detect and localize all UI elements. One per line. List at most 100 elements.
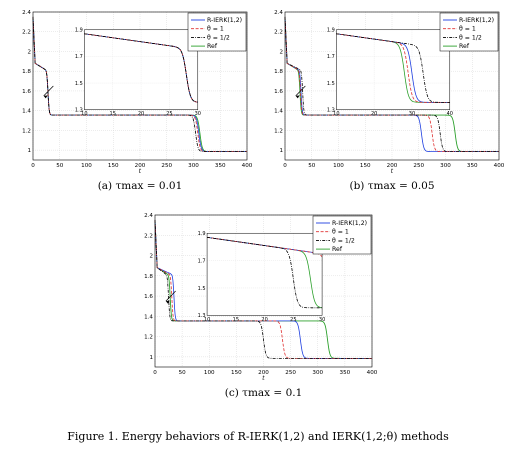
inset-x-tick: 30 <box>195 111 201 117</box>
inset-y-tick: 1.3 <box>198 313 206 319</box>
series-line-2 <box>284 16 499 153</box>
legend-label: θ = 1 <box>207 26 224 33</box>
x-axis-label: t <box>262 375 265 382</box>
inset-series-2 <box>84 33 198 103</box>
y-tick-label: 1 <box>27 148 31 154</box>
zoom-arrow <box>295 85 306 97</box>
y-tick-label: 1.6 <box>144 294 153 300</box>
panel-caption: (b) τmax = 0.05 <box>349 180 434 192</box>
inset-x-tick: 40 <box>447 111 453 117</box>
zoom-arrow <box>165 290 176 302</box>
x-tick-label: 250 <box>413 163 424 169</box>
inset-y-tick: 1.9 <box>198 231 206 237</box>
x-tick-label: 50 <box>179 370 187 376</box>
inset-y-tick: 1.3 <box>75 107 83 113</box>
x-tick-label: 400 <box>494 163 505 169</box>
legend: R-IERK(1,2) θ = 1θ = 1/2 Ref <box>439 12 499 52</box>
inset-y-tick: 1.5 <box>198 286 206 292</box>
y-tick-label: 2.4 <box>22 10 31 16</box>
x-tick-label: 100 <box>204 370 215 376</box>
x-tick-label: 400 <box>367 370 378 376</box>
y-tick-label: 1.8 <box>144 274 153 280</box>
inset-y-tick: 1.7 <box>327 54 335 60</box>
x-tick-label: 150 <box>231 370 242 376</box>
inset-x-tick: 10 <box>81 111 87 117</box>
x-tick-label: 150 <box>360 163 371 169</box>
inset-x-tick: 15 <box>233 317 239 323</box>
y-tick-label: 2 <box>27 49 31 55</box>
y-tick-label: 1 <box>149 355 153 361</box>
x-tick-label: 100 <box>81 163 92 169</box>
y-tick-label: 2.2 <box>144 233 153 239</box>
chart-panel-0: 0 50 100 150 200 250 300 350 400 1 1.2 1.4 1.6 1.8 2 2.… <box>22 10 253 192</box>
inset-x-tick: 20 <box>261 317 267 323</box>
x-axis-label: t <box>391 168 394 175</box>
inset-y-tick: 1.7 <box>198 258 206 264</box>
y-tick-label: 1.2 <box>22 128 31 134</box>
x-tick-label: 300 <box>312 370 323 376</box>
x-tick-label: 350 <box>467 163 478 169</box>
inset-x-tick: 15 <box>110 111 116 117</box>
legend-label: R-IERK(1,2) <box>207 17 242 24</box>
legend-label: Ref <box>207 43 218 50</box>
inset-frame <box>206 232 323 316</box>
y-tick-label: 1.2 <box>144 335 153 341</box>
x-tick-label: 0 <box>153 370 157 376</box>
x-tick-label: 200 <box>387 163 398 169</box>
zoom-arrow-head <box>43 95 48 99</box>
inset-y-tick: 1.5 <box>75 81 83 87</box>
inset-x-tick: 20 <box>371 111 377 117</box>
y-tick-label: 2 <box>279 49 283 55</box>
zoom-arrow <box>43 85 54 97</box>
x-tick-label: 50 <box>56 163 64 169</box>
legend-label: θ = 1 <box>332 229 349 236</box>
x-tick-label: 250 <box>161 163 172 169</box>
x-tick-label: 300 <box>440 163 451 169</box>
inset-x-tick: 30 <box>319 317 325 323</box>
x-tick-label: 300 <box>188 163 199 169</box>
legend-label: R-IERK(1,2) <box>332 220 367 227</box>
legend-label: θ = 1/2 <box>459 34 482 41</box>
figure-caption: Figure 1. Energy behaviors of R-IERK(1,2… <box>67 430 449 443</box>
y-tick-label: 1.4 <box>22 109 31 115</box>
x-tick-label: 250 <box>285 370 296 376</box>
zoom-arrow-head <box>295 95 300 99</box>
y-tick-label: 1.2 <box>274 128 283 134</box>
panel-caption: (a) τmax = 0.01 <box>98 180 183 192</box>
x-tick-label: 400 <box>242 163 253 169</box>
y-tick-label: 1.8 <box>22 69 31 75</box>
chart-panel-2: 0 50 100 150 200 250 300 350 400 1 1.2 1.4 1.6 1.8 2 2.… <box>144 213 378 399</box>
x-tick-label: 50 <box>308 163 316 169</box>
x-axis-label: t <box>139 168 142 175</box>
inset-x-tick: 25 <box>290 317 296 323</box>
series-line-2 <box>32 16 247 153</box>
y-tick-label: 1 <box>279 148 283 154</box>
inset-y-tick: 1.9 <box>327 28 335 34</box>
y-tick-label: 2.2 <box>22 30 31 36</box>
x-tick-label: 0 <box>283 163 287 169</box>
y-tick-label: 2 <box>149 254 153 260</box>
y-tick-label: 1.8 <box>274 69 283 75</box>
legend: R-IERK(1,2) θ = 1θ = 1/2 Ref <box>312 215 372 255</box>
x-tick-label: 200 <box>258 370 269 376</box>
inset-frame <box>336 29 451 110</box>
axes-frame <box>154 214 373 368</box>
inset-x-tick: 10 <box>204 317 210 323</box>
y-tick-label: 1.4 <box>144 314 153 320</box>
chart-panel-1: 0 50 100 150 200 250 300 350 400 1 1.2 1.4 1.6 1.8 2 2.… <box>274 10 505 192</box>
legend-label: θ = 1/2 <box>332 237 355 244</box>
y-tick-label: 2.4 <box>144 213 153 219</box>
y-tick-label: 1.4 <box>274 109 283 115</box>
inset-x-tick: 25 <box>166 111 172 117</box>
inset-frame <box>84 29 199 110</box>
panels: 0 50 100 150 200 250 300 350 40011.21.41.61.822.… <box>22 10 505 399</box>
legend-label: θ = 1 <box>459 26 476 33</box>
zoom-arrow-head <box>165 300 170 304</box>
legend-label: Ref <box>332 246 343 253</box>
legend-box <box>312 215 372 255</box>
panel-caption: (c) τmax = 0.1 <box>225 387 303 399</box>
series-line-2 <box>154 220 372 359</box>
inset-series-2 <box>336 33 450 103</box>
inset-y-tick: 1.9 <box>75 28 83 34</box>
